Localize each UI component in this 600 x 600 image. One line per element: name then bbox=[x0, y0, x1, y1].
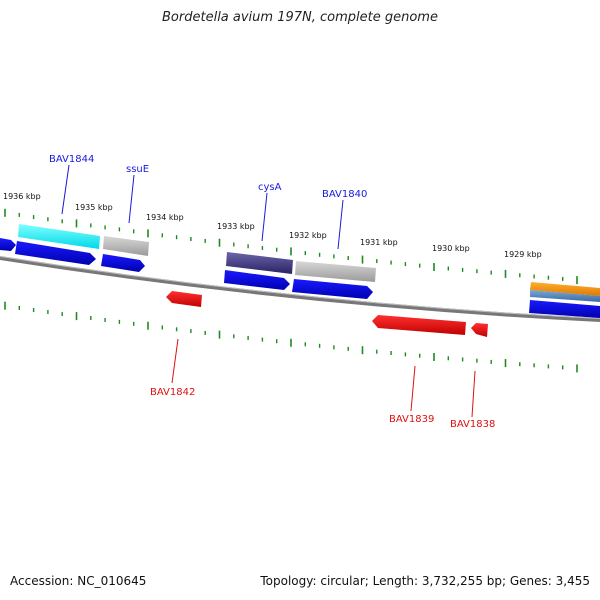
cysa-feature-bar[interactable] bbox=[226, 252, 293, 274]
bav1838-label[interactable]: BAV1838 bbox=[450, 419, 495, 430]
bav1844-label[interactable]: BAV1844 bbox=[49, 154, 94, 165]
genome-backbone bbox=[0, 256, 600, 322]
bav1844-gene-arrow[interactable] bbox=[15, 241, 96, 265]
ssue-leader-line bbox=[128, 174, 135, 224]
forward-gene-arrow[interactable] bbox=[0, 238, 16, 251]
steel-feature-bar[interactable] bbox=[530, 290, 600, 302]
bav1840-label[interactable]: BAV1840 bbox=[322, 189, 367, 200]
kbp-label: 1931 kbp bbox=[360, 238, 398, 247]
bav1842-label[interactable]: BAV1842 bbox=[150, 387, 195, 398]
bav1839-leader-line bbox=[410, 365, 416, 412]
kbp-label: 1933 kbp bbox=[217, 222, 255, 231]
cysa-gene-arrow[interactable] bbox=[224, 270, 290, 290]
cysa-leader-line bbox=[261, 192, 268, 242]
bav1838-gene-arrow[interactable] bbox=[471, 323, 488, 337]
orange-feature-bar[interactable] bbox=[530, 282, 600, 296]
bav1844-leader-line bbox=[61, 164, 70, 215]
bav1840-feature-bar[interactable] bbox=[295, 261, 376, 282]
bav1842-leader-line bbox=[171, 338, 179, 384]
kbp-label: 1936 kbp bbox=[3, 192, 41, 201]
bav1842-gene-arrow[interactable] bbox=[166, 291, 202, 307]
cysa-label[interactable]: cysA bbox=[258, 182, 282, 193]
lower-tick-track bbox=[4, 301, 578, 373]
ssue-gene-arrow[interactable] bbox=[101, 254, 145, 272]
accession-text: Accession: NC_010645 bbox=[10, 574, 147, 588]
kbp-label: 1935 kbp bbox=[75, 203, 113, 212]
kbp-label: 1930 kbp bbox=[432, 244, 470, 253]
bav1840-leader-line bbox=[337, 199, 344, 250]
page-title: Bordetella avium 197N, complete genome bbox=[162, 10, 438, 25]
kbp-label: 1932 kbp bbox=[289, 231, 327, 240]
bav1838-leader-line bbox=[471, 370, 476, 418]
bav1840-gene-arrow[interactable] bbox=[292, 279, 373, 299]
kbp-label: 1929 kbp bbox=[504, 250, 542, 259]
bav1844-feature-bar[interactable] bbox=[18, 224, 100, 249]
upper-tick-track bbox=[4, 208, 578, 285]
ssue-label[interactable]: ssuE bbox=[126, 164, 149, 175]
bav1839-gene-arrow[interactable] bbox=[372, 315, 466, 335]
bav1839-label[interactable]: BAV1839 bbox=[389, 414, 434, 425]
kbp-label: 1934 kbp bbox=[146, 213, 184, 222]
topology-text: Topology: circular; Length: 3,732,255 bp… bbox=[260, 574, 590, 588]
forward-gene-arrow[interactable] bbox=[529, 300, 600, 318]
genome-backbone-highlight bbox=[0, 256, 600, 319]
ssue-feature-bar[interactable] bbox=[103, 236, 149, 256]
